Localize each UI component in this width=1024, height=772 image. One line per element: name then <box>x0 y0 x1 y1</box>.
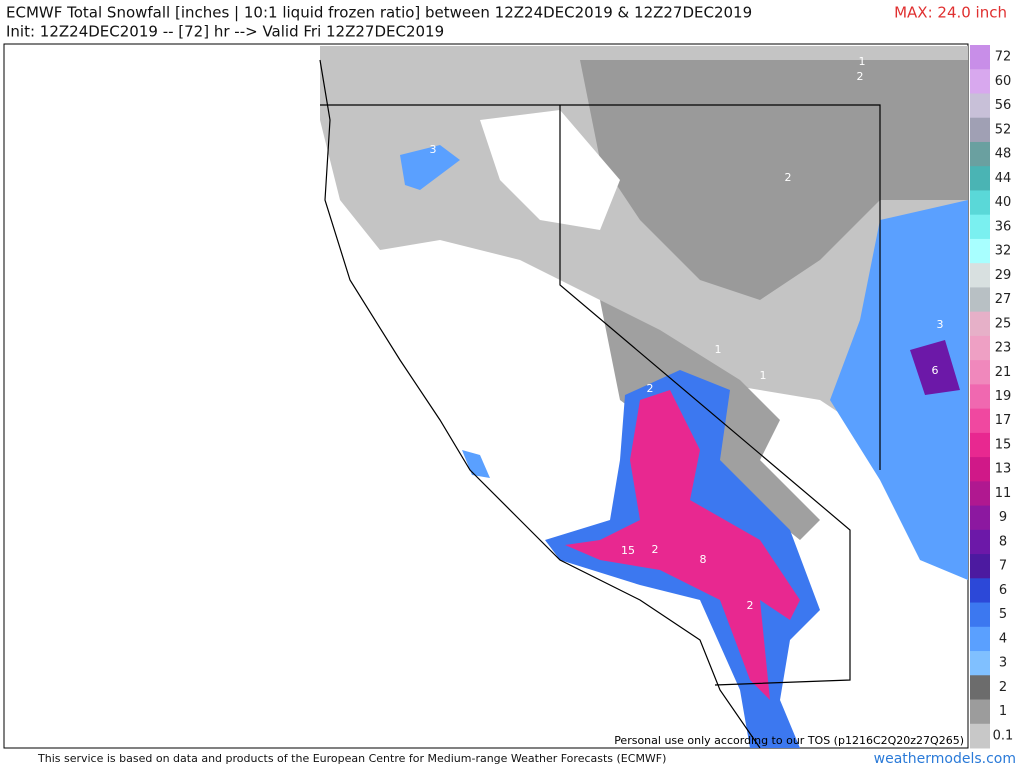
colorbar-label: 17 <box>995 413 1012 428</box>
colorbar-swatch <box>970 263 990 288</box>
colorbar-label: 3 <box>999 656 1007 671</box>
map-label: 1 <box>715 343 722 356</box>
colorbar-swatch <box>970 93 990 119</box>
map-label: 1 <box>859 55 866 68</box>
no-snow <box>480 110 620 230</box>
site-link[interactable]: weathermodels.com <box>874 751 1016 767</box>
colorbar-swatch <box>970 699 990 725</box>
map-label: 2 <box>652 543 659 556</box>
colorbar-label: 7 <box>999 559 1007 574</box>
snow-blue <box>400 145 460 190</box>
map-label: 6 <box>932 364 939 377</box>
colorbar-label: 0.1 <box>993 728 1014 743</box>
colorbar-label: 56 <box>995 98 1012 113</box>
colorbar-label: 27 <box>995 292 1012 307</box>
colorbar-label: 32 <box>995 244 1012 259</box>
colorbar-swatch <box>970 190 990 216</box>
state-borders <box>320 104 881 686</box>
snow-pink <box>565 390 800 700</box>
map-label: 2 <box>785 171 792 184</box>
colorbar-label: 40 <box>995 195 1012 210</box>
colorbar-label: 44 <box>995 171 1012 186</box>
colorbar-swatch <box>970 554 990 579</box>
colorbar-swatch <box>970 214 990 240</box>
snow-purple <box>910 340 960 395</box>
map-label: 2 <box>857 70 864 83</box>
footer: This service is based on data and produc… <box>37 752 666 765</box>
colorbar-label: 9 <box>999 510 1007 525</box>
colorbar-swatch <box>970 529 990 555</box>
colorbar-label: 5 <box>999 607 1007 622</box>
tos-note: Personal use only according to our TOS (… <box>614 734 964 747</box>
map-label: 2 <box>647 382 654 395</box>
map-label: 15 <box>621 544 635 557</box>
colorbar-swatch <box>970 335 990 361</box>
title: ECMWF Total Snowfall [inches | 10:1 liqu… <box>6 4 752 22</box>
colorbar-label: 72 <box>995 50 1012 65</box>
snow-medium <box>580 60 968 300</box>
coastline <box>319 59 761 749</box>
map-label: 2 <box>747 599 754 612</box>
colorbar-swatch <box>970 360 990 385</box>
colorbar-label: 2 <box>999 680 1007 695</box>
colorbar-swatch <box>970 723 990 749</box>
map-label: 3 <box>430 143 437 156</box>
colorbar-swatch <box>970 505 990 531</box>
colorbar-label: 21 <box>995 365 1012 380</box>
colorbar-label: 13 <box>995 462 1012 477</box>
colorbar-swatch <box>970 651 990 676</box>
map-label: 8 <box>700 553 707 566</box>
colorbar-label: 11 <box>995 486 1012 501</box>
colorbar-swatch <box>970 432 990 458</box>
colorbar-swatch <box>970 141 990 167</box>
colorbar-swatch <box>970 69 990 94</box>
colorbar-swatch <box>970 311 990 337</box>
colorbar-label: 19 <box>995 389 1012 404</box>
colorbar-label: 36 <box>995 219 1012 234</box>
colorbar-swatch <box>970 238 990 264</box>
colorbar: 7260565248444036322927252321191715131198… <box>970 45 1013 749</box>
colorbar-swatch <box>970 117 990 143</box>
colorbar-swatch <box>970 166 990 191</box>
map: 1 2 3 2 1 1 3 6 2 15 2 8 2 Personal use … <box>3 43 969 749</box>
map-label: 1 <box>760 369 767 382</box>
colorbar-swatch <box>970 287 990 313</box>
colorbar-swatch <box>970 45 990 70</box>
snow-blue <box>830 200 968 580</box>
colorbar-swatch <box>970 384 990 410</box>
colorbar-label: 15 <box>995 437 1012 452</box>
colorbar-label: 8 <box>999 534 1007 549</box>
colorbar-swatch <box>970 481 990 507</box>
colorbar-label: 52 <box>995 122 1012 137</box>
colorbar-swatch <box>970 578 990 604</box>
colorbar-label: 29 <box>995 268 1012 283</box>
colorbar-label: 4 <box>999 631 1007 646</box>
colorbar-label: 23 <box>995 341 1012 356</box>
map-label: 3 <box>937 318 944 331</box>
colorbar-swatch <box>970 602 990 628</box>
max-label: MAX: 24.0 inch <box>894 4 1007 22</box>
colorbar-label: 6 <box>999 583 1007 598</box>
subtitle: Init: 12Z24DEC2019 -- [72] hr --> Valid … <box>6 23 444 41</box>
colorbar-swatch <box>970 675 990 701</box>
colorbar-label: 60 <box>995 74 1012 89</box>
colorbar-swatch <box>970 626 990 652</box>
colorbar-label: 1 <box>999 704 1007 719</box>
colorbar-swatch <box>970 408 990 434</box>
snow-blue <box>462 450 490 478</box>
colorbar-label: 25 <box>995 316 1012 331</box>
colorbar-label: 48 <box>995 147 1012 162</box>
colorbar-swatch <box>970 457 990 482</box>
